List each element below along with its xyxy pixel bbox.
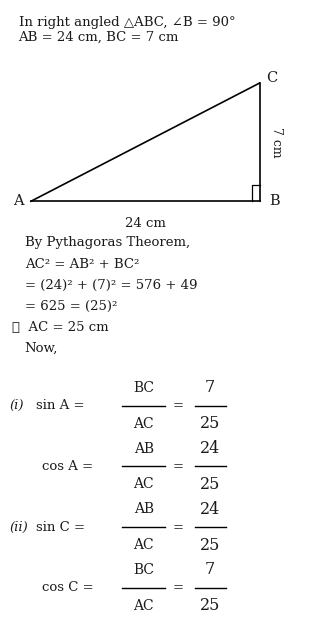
Text: cos A =: cos A = (42, 460, 93, 473)
Text: In right angled △ABC, ∠B = 90°: In right angled △ABC, ∠B = 90° (19, 16, 235, 29)
Text: AC: AC (133, 477, 154, 491)
Text: By Pythagoras Theorem,: By Pythagoras Theorem, (25, 236, 190, 249)
Text: =: = (172, 460, 183, 473)
Text: (i): (i) (9, 399, 24, 412)
Text: Now,: Now, (25, 342, 58, 355)
Text: 7: 7 (205, 562, 215, 578)
Text: 24: 24 (200, 440, 220, 457)
Text: (ii): (ii) (9, 521, 28, 534)
Text: A: A (13, 194, 24, 208)
Text: 25: 25 (200, 537, 220, 553)
Text: AC: AC (133, 538, 154, 552)
Text: ∴  AC = 25 cm: ∴ AC = 25 cm (12, 321, 109, 334)
Text: AC: AC (133, 599, 154, 613)
Text: BC: BC (133, 381, 154, 395)
Text: AC² = AB² + BC²: AC² = AB² + BC² (25, 258, 139, 270)
Text: = (24)² + (7)² = 576 + 49: = (24)² + (7)² = 576 + 49 (25, 279, 197, 291)
Text: =: = (172, 521, 183, 534)
Text: C: C (266, 71, 277, 85)
Text: 25: 25 (200, 597, 220, 614)
Text: AB: AB (133, 442, 154, 456)
Text: AC: AC (133, 417, 154, 431)
Text: sin A =: sin A = (36, 399, 84, 412)
Text: = 625 = (25)²: = 625 = (25)² (25, 300, 117, 312)
Text: AB = 24 cm, BC = 7 cm: AB = 24 cm, BC = 7 cm (19, 31, 179, 43)
Text: sin C =: sin C = (36, 521, 85, 534)
Text: =: = (172, 399, 183, 412)
Text: 25: 25 (200, 476, 220, 493)
Text: 7: 7 (205, 380, 215, 396)
Text: B: B (270, 194, 280, 208)
Text: 7 cm: 7 cm (270, 127, 283, 157)
Text: BC: BC (133, 563, 154, 577)
Text: 24: 24 (200, 501, 220, 518)
Text: =: = (172, 581, 183, 594)
Text: 24 cm: 24 cm (125, 217, 166, 230)
Text: 25: 25 (200, 415, 220, 432)
Text: cos C =: cos C = (42, 581, 93, 594)
Text: AB: AB (133, 502, 154, 516)
